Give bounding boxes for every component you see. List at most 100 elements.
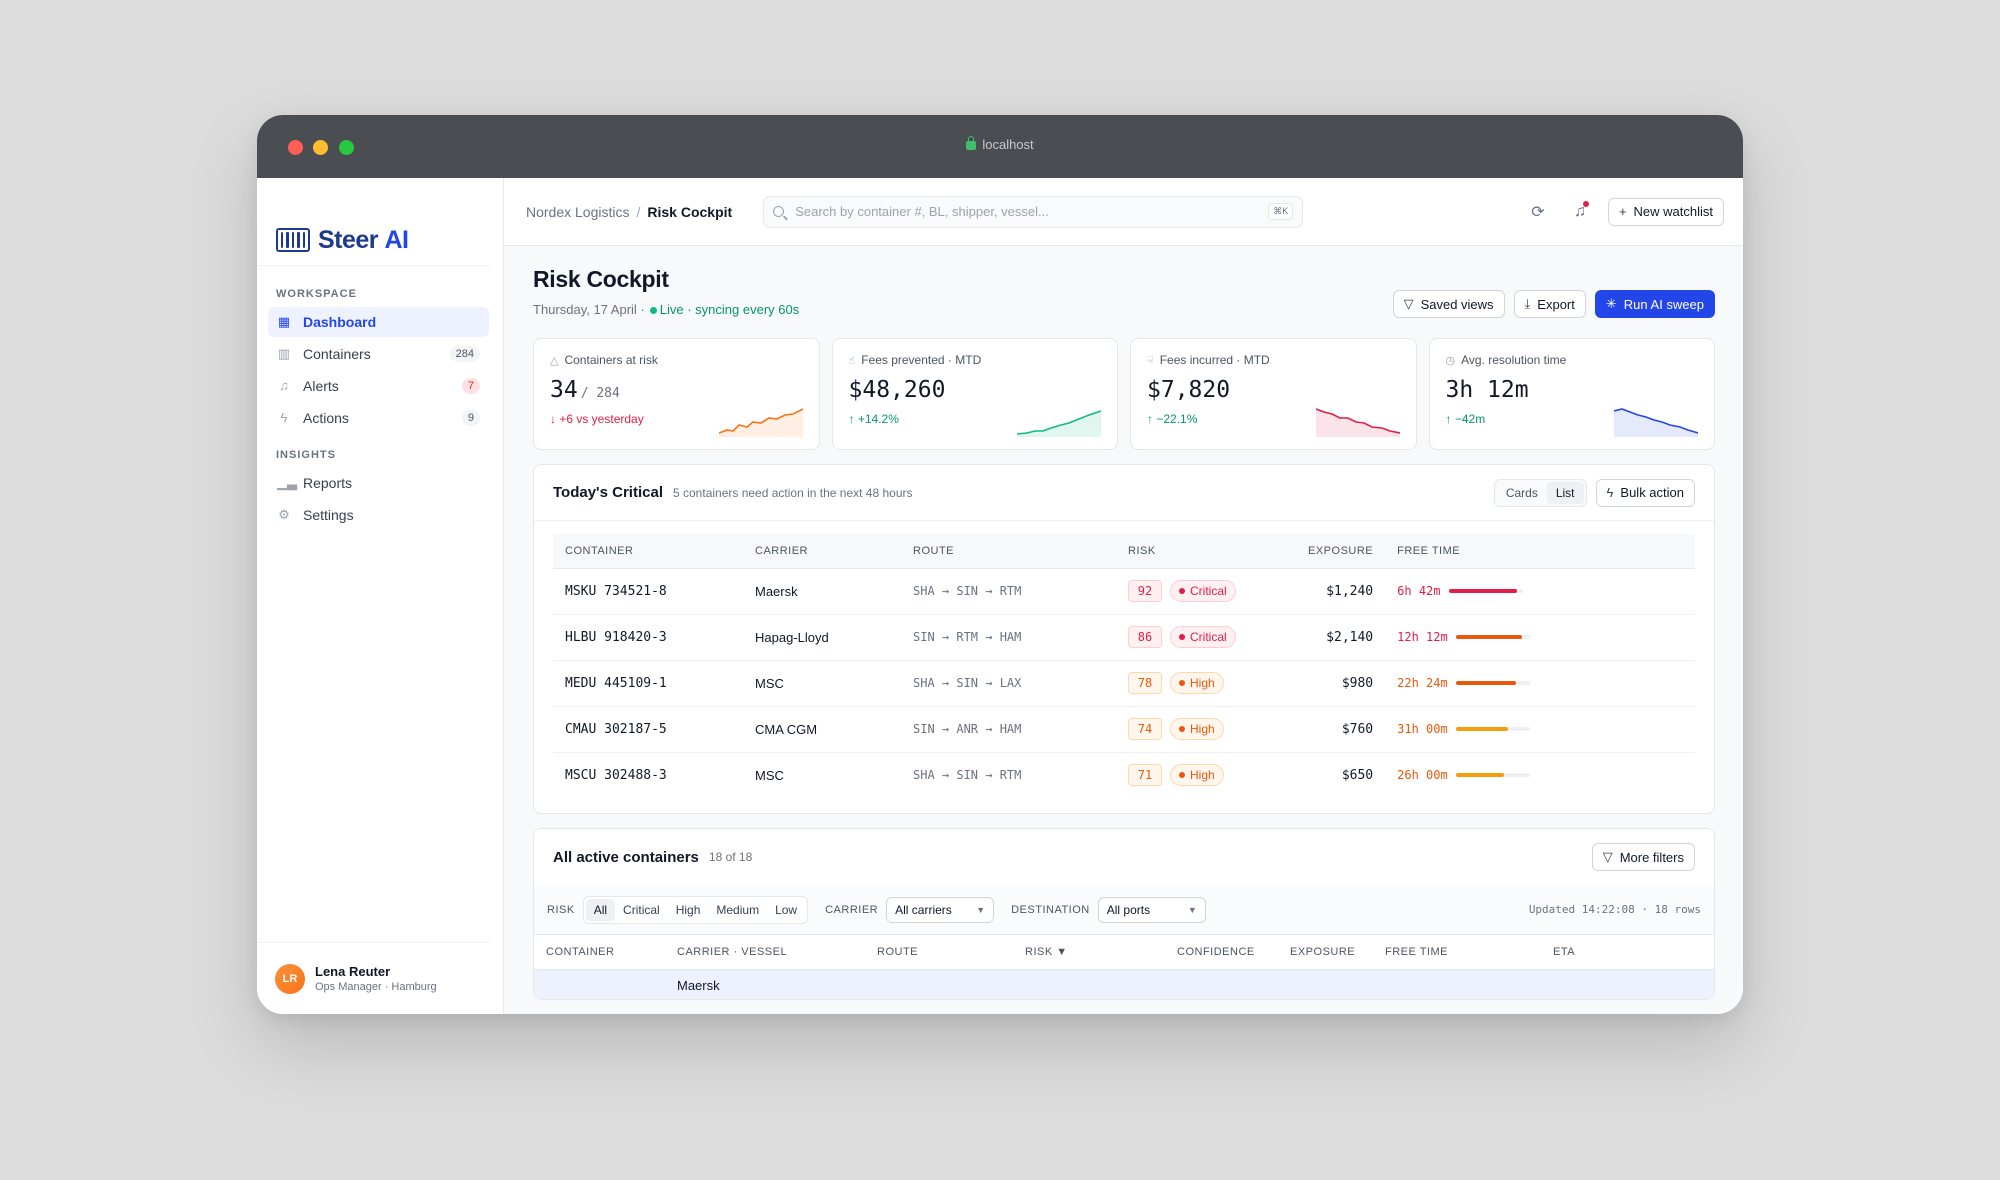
close-window-button[interactable]	[288, 140, 303, 155]
minimize-window-button[interactable]	[313, 140, 328, 155]
risk-filter-low[interactable]: Low	[775, 902, 798, 917]
risk-filter-all[interactable]: All	[585, 898, 616, 921]
breadcrumb-parent[interactable]: Nordex Logistics	[526, 203, 630, 220]
sidebar-item-label: Reports	[303, 475, 353, 491]
logo-mark-icon	[276, 228, 310, 252]
risk-level-badge: Critical	[1170, 626, 1236, 648]
column-header[interactable]: CONTAINER	[534, 935, 665, 970]
risk-level-badge: High	[1170, 764, 1224, 787]
title-bar: localhost	[257, 115, 1743, 178]
sidebar-item-reports[interactable]: ▁▃ Reports	[268, 468, 489, 498]
brand-name: Steer AI	[318, 225, 409, 254]
column-header[interactable]: RISK	[1116, 534, 1296, 569]
view-cards-toggle[interactable]: Cards	[1505, 485, 1538, 500]
kpi-value: 3h 12m	[1445, 377, 1529, 403]
table-row[interactable]: HLBU 918420-3 Hapag-Lloyd SIN → RTM → HAM 8…	[553, 614, 1695, 661]
sidebar-item-label: Alerts	[303, 378, 339, 394]
kpi-delta: ↓ +6 vs yesterday	[550, 412, 644, 426]
address-bar[interactable]: localhost	[257, 136, 1743, 152]
brand-logo[interactable]: Steer AI	[257, 178, 489, 266]
search-input[interactable]: Search by container #, BL, shipper, vess…	[763, 195, 1304, 228]
page-subtitle: Thursday, 17 April · Live · syncing every…	[533, 302, 799, 317]
destination-select[interactable]: All ports ▼	[1097, 896, 1206, 923]
column-header[interactable]: ETA	[1541, 935, 1714, 970]
kpi-fees-prevented[interactable]: ☝ Fees prevented · MTD $48,260 ↑ +14.2%	[831, 338, 1118, 450]
actions-count-badge: 9	[461, 410, 480, 426]
view-toggle: Cards List	[1493, 478, 1587, 507]
free-time-cell: 26h 00m	[1385, 752, 1695, 798]
column-header[interactable]: ROUTE	[865, 935, 1013, 970]
updated-timestamp: Updated 14:22:08 · 18 rows	[1528, 903, 1701, 916]
container-id[interactable]: MEDU 445109-1	[553, 660, 743, 707]
column-header[interactable]: EXPOSURE	[1296, 534, 1386, 569]
lock-icon	[966, 136, 977, 150]
search-icon	[773, 206, 785, 217]
plus-icon: +	[1618, 204, 1627, 219]
risk-cell: 92 Critical	[1116, 568, 1296, 615]
column-header[interactable]: ROUTE	[901, 534, 1116, 569]
sidebar-item-actions[interactable]: ϟ Actions 9	[268, 403, 489, 433]
notification-dot	[1582, 200, 1589, 207]
notifications-button[interactable]: ♫	[1566, 198, 1594, 226]
container-id[interactable]: HLBU 918420-3	[553, 614, 743, 661]
free-time-text: 22h 24m	[1397, 676, 1448, 690]
kpi-avg-resolution[interactable]: ◷ Avg. resolution time 3h 12m ↑ −42m	[1428, 338, 1715, 450]
carrier-select[interactable]: All carriers ▼	[886, 896, 995, 923]
free-time-bar-fill	[1455, 773, 1504, 778]
table-row[interactable]: MSCU 302488-3 MSC SHA → SIN → RTM 71 High $65…	[553, 752, 1695, 798]
risk-level-badge: High	[1170, 672, 1224, 694]
sidebar: Steer AI WORKSPACE ▦ Dashboard ▥ Contain…	[257, 178, 504, 1014]
all-containers-table: CONTAINER CARRIER · VESSEL ROUTE RISK ▼ …	[534, 935, 1714, 999]
column-header[interactable]: RISK ▼	[1013, 935, 1165, 970]
column-header[interactable]: CONFIDENCE	[1165, 935, 1278, 970]
card-title: All active containers	[553, 848, 699, 866]
column-header[interactable]: CARRIER · VESSEL	[665, 935, 865, 970]
column-header[interactable]: CARRIER	[743, 534, 901, 569]
run-ai-sweep-button[interactable]: ✳ Run AI sweep	[1594, 290, 1715, 318]
table-row[interactable]: CMAU 302187-5 CMA CGM SIN → ANR → HAM 74 Hig…	[553, 706, 1695, 753]
new-watchlist-button[interactable]: + New watchlist	[1607, 197, 1724, 226]
export-button[interactable]: ⤓ Export	[1513, 290, 1586, 318]
user-profile[interactable]: LR Lena Reuter Ops Manager · Hamburg	[257, 942, 489, 1014]
bulk-action-button[interactable]: ϟ Bulk action	[1595, 478, 1695, 507]
kpi-fees-incurred[interactable]: ☟ Fees incurred · MTD $7,820 ↑ −22.1%	[1130, 338, 1417, 450]
row-count: 18 of 18	[708, 850, 753, 864]
view-list-toggle[interactable]: List	[1546, 481, 1584, 504]
kpi-containers-at-risk[interactable]: △ Containers at risk 34/ 284 ↓ +6 vs yest…	[533, 338, 820, 450]
sidebar-item-containers[interactable]: ▥ Containers 284	[268, 339, 489, 369]
sidebar-item-dashboard[interactable]: ▦ Dashboard	[268, 307, 489, 337]
table-row[interactable]: MEDU 445109-1 MSC SHA → SIN → LAX 78 High $98…	[553, 660, 1695, 707]
refresh-button[interactable]: ⟳	[1524, 198, 1552, 226]
risk-filter-medium[interactable]: Medium	[716, 902, 760, 917]
column-header[interactable]: CONTAINER	[553, 534, 743, 569]
container-id[interactable]: MSKU 734521-8	[553, 568, 743, 615]
alerts-count-badge: 7	[461, 378, 480, 394]
risk-level-badge: Critical	[1170, 580, 1236, 602]
free-time-cell: 12h 12m	[1385, 614, 1695, 661]
destination-filter-label: DESTINATION	[1011, 903, 1090, 916]
exposure-cell: $760	[1296, 706, 1386, 753]
sidebar-item-settings[interactable]: ⚙ Settings	[268, 500, 489, 530]
exposure-cell: $1,240	[1296, 568, 1386, 615]
container-id[interactable]: CMAU 302187-5	[553, 706, 743, 753]
kpi-value: 34/ 284	[550, 377, 620, 403]
column-header[interactable]: FREE TIME	[1385, 534, 1695, 569]
saved-views-button[interactable]: ▽ Saved views	[1392, 290, 1505, 318]
table-row[interactable]: Maersk	[534, 969, 1714, 999]
bolt-icon: ϟ	[1606, 485, 1614, 500]
exposure-cell: $650	[1341, 767, 1374, 783]
container-id[interactable]: MSCU 302488-3	[565, 767, 667, 783]
warning-icon: △	[550, 355, 559, 367]
browser-window: localhost Steer AI WORKSPACE ▦ Dashboard…	[257, 115, 1743, 1014]
chevron-down-icon: ▼	[1187, 904, 1197, 915]
more-filters-button[interactable]: ▽ More filters	[1591, 843, 1695, 871]
risk-filter: All Critical High Medium Low	[582, 895, 809, 924]
table-row[interactable]: MSKU 734521-8 Maersk SHA → SIN → RTM 92 Crit…	[553, 568, 1695, 615]
column-header[interactable]: EXPOSURE	[1278, 935, 1373, 970]
maximize-window-button[interactable]	[339, 140, 354, 155]
risk-filter-high[interactable]: High	[675, 902, 701, 917]
free-time-bar-fill	[1455, 727, 1508, 731]
column-header[interactable]: FREE TIME	[1373, 935, 1541, 970]
risk-filter-critical[interactable]: Critical	[623, 902, 660, 917]
sidebar-item-alerts[interactable]: ♫ Alerts 7	[268, 371, 489, 401]
